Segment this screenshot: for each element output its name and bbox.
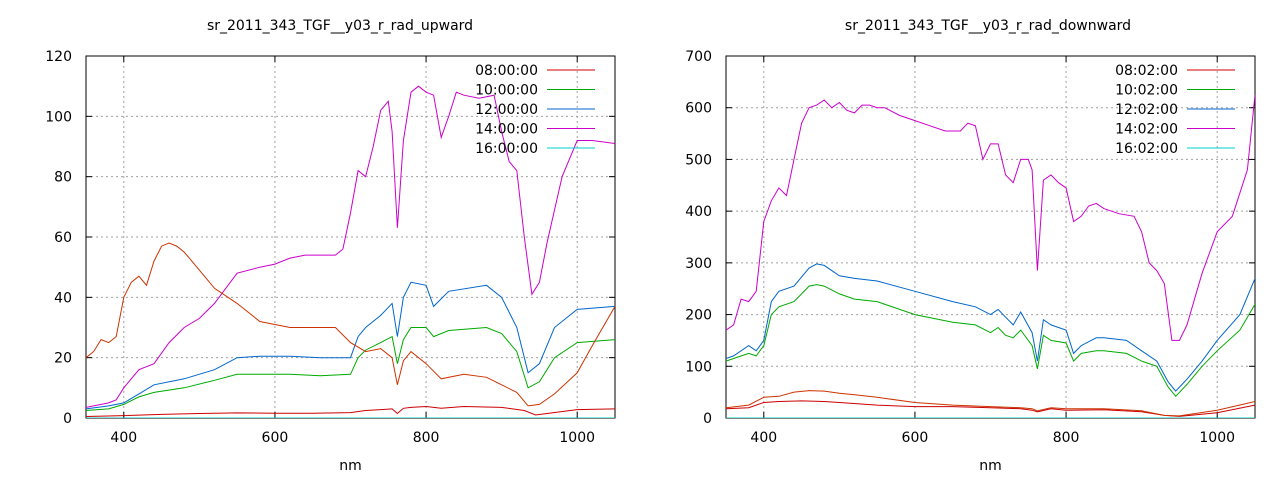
y-tick-label: 120 <box>45 49 72 65</box>
series-line-08-00-00 <box>86 405 615 417</box>
x-axis-label: nm <box>979 458 1002 474</box>
y-tick-label: 80 <box>54 170 72 186</box>
x-tick-label: 600 <box>902 430 929 446</box>
legend-label: 12:02:00 <box>1115 102 1178 118</box>
series-line-unlabeled <box>86 242 615 407</box>
series-line-08-02-00 <box>726 400 1255 417</box>
x-axis-label: nm <box>339 458 362 474</box>
legend-label: 08:02:00 <box>1115 63 1178 79</box>
y-tick-label: 400 <box>685 204 712 220</box>
y-tick-label: 100 <box>45 109 72 125</box>
legend-label: 10:00:00 <box>475 83 538 99</box>
series-line-14-00-00 <box>86 85 615 408</box>
legend-label: 16:02:00 <box>1115 141 1178 157</box>
y-tick-label: 60 <box>54 230 72 246</box>
series-line-12-02-00 <box>726 263 1255 392</box>
y-tick-label: 40 <box>54 290 72 306</box>
x-tick-label: 400 <box>750 430 777 446</box>
y-tick-label: 100 <box>685 359 712 375</box>
legend-label: 12:00:00 <box>475 102 538 118</box>
x-tick-label: 1000 <box>559 430 595 446</box>
x-tick-label: 800 <box>1053 430 1080 446</box>
y-tick-label: 20 <box>54 351 72 367</box>
y-tick-label: 500 <box>685 152 712 168</box>
x-tick-label: 800 <box>413 430 440 446</box>
series-line-10-00-00 <box>86 326 615 411</box>
legend-label: 10:02:00 <box>1115 83 1178 99</box>
x-tick-label: 600 <box>262 430 289 446</box>
y-tick-label: 200 <box>685 308 712 324</box>
x-tick-label: 1000 <box>1199 430 1235 446</box>
y-tick-label: 0 <box>63 411 72 427</box>
y-tick-label: 700 <box>685 49 712 65</box>
chart-panel-2: sr_2011_343_TGF__y03_r_rad_downward 400 60… <box>685 18 1256 474</box>
series-line-14-02-00 <box>726 94 1255 341</box>
legend-label: 14:02:00 <box>1115 122 1178 138</box>
x-tick-label: 400 <box>110 430 137 446</box>
y-tick-label: 300 <box>685 256 712 272</box>
series-line-10-02-00 <box>726 284 1255 398</box>
series-line-unlabeled <box>726 390 1255 417</box>
chart-title: sr_2011_343_TGF__y03_r_rad_downward <box>845 18 1131 34</box>
series-line-12-00-00 <box>86 281 615 410</box>
legend-label: 16:00:00 <box>475 141 538 157</box>
legend-label: 14:00:00 <box>475 122 538 138</box>
legend-label: 08:00:00 <box>475 63 538 79</box>
y-tick-label: 600 <box>685 101 712 117</box>
y-tick-label: 0 <box>703 411 712 427</box>
chart-title: sr_2011_343_TGF__y03_r_rad_upward <box>207 18 473 34</box>
